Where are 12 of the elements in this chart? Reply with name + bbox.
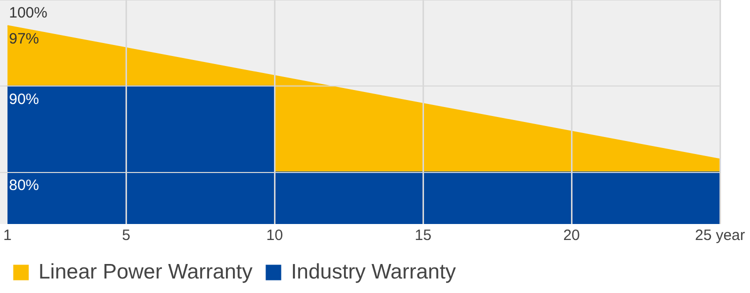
y-tick-label: 80% bbox=[9, 176, 40, 194]
x-tick-label: 20 bbox=[563, 227, 580, 244]
legend-label: Industry Warranty bbox=[290, 260, 456, 284]
legend-label: Linear Power Warranty bbox=[38, 260, 253, 284]
x-tick-label: 1 bbox=[3, 227, 12, 244]
x-tick-label: 5 bbox=[122, 227, 130, 244]
x-tick-label: 25 year bbox=[694, 227, 746, 244]
y-tick-label: 100% bbox=[9, 4, 48, 22]
y-tick-label: 90% bbox=[9, 90, 40, 108]
y-tick-label: 97% bbox=[9, 30, 40, 48]
x-tick-label: 15 bbox=[414, 227, 432, 244]
x-tick-label: 10 bbox=[266, 227, 283, 244]
